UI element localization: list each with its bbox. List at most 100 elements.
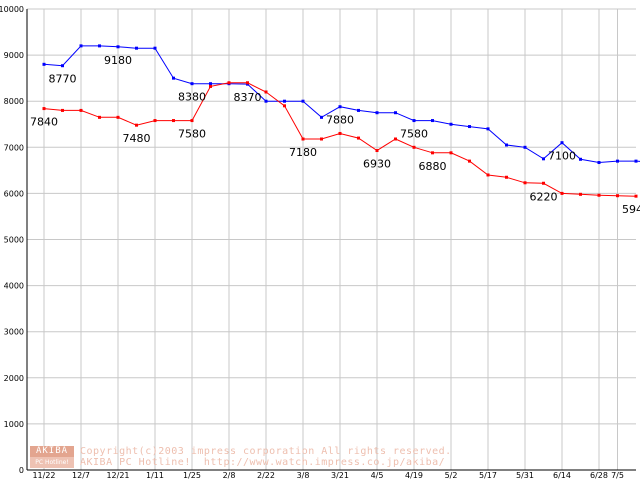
series-0-point <box>412 119 416 123</box>
series-0-point <box>283 99 286 103</box>
y-tick-label: 1000 <box>4 420 24 429</box>
y-tick-label: 0 <box>19 466 24 475</box>
y-tick-label: 9000 <box>4 51 24 60</box>
x-tick-label: 1/25 <box>183 471 201 480</box>
data-label: 6930 <box>363 158 391 171</box>
series-1-point <box>468 159 471 163</box>
series-0-point <box>153 46 157 50</box>
x-tick-label: 6/28 <box>590 471 608 480</box>
series-0-point <box>42 62 46 66</box>
series-0-point <box>320 115 323 119</box>
series-0-point <box>116 45 120 49</box>
copyright-text: Copyright(c)2003 impress corporation All… <box>80 446 452 457</box>
series-0-point <box>597 161 601 165</box>
series-0-point <box>357 108 360 112</box>
series-0-point <box>264 99 268 103</box>
series-0-point <box>190 82 194 86</box>
series-0-point <box>449 122 453 126</box>
series-1-point <box>190 119 194 123</box>
series-1-point <box>597 193 601 197</box>
grid <box>27 8 636 471</box>
x-tick-label: 11/22 <box>32 471 55 480</box>
series-1-point <box>523 181 527 185</box>
series-1-point <box>98 115 101 119</box>
data-label: 7180 <box>289 146 317 159</box>
x-tick-label: 4/19 <box>405 471 423 480</box>
y-tick-label: 6000 <box>4 189 24 198</box>
y-tick-label: 7000 <box>4 143 24 152</box>
series-0-point <box>79 44 83 48</box>
series-0-point <box>209 82 212 86</box>
x-tick-label: 2/8 <box>223 471 236 480</box>
series-1-point <box>634 194 638 198</box>
axes <box>26 9 636 471</box>
logo-top-text: AKIBA <box>30 446 74 457</box>
series-1-point <box>301 137 305 141</box>
series-0-point <box>172 76 175 80</box>
x-tick-label: 5/17 <box>479 471 497 480</box>
data-label: 7480 <box>123 132 151 145</box>
series-1-point <box>542 181 545 185</box>
series-1-point <box>79 108 83 112</box>
series-0-point <box>338 105 342 109</box>
series-1-point <box>320 137 323 141</box>
series-0-point <box>579 157 582 161</box>
series-1-point <box>264 90 268 94</box>
data-label: 8770 <box>49 73 77 86</box>
series-0-point <box>431 119 434 123</box>
series-1-point <box>449 151 453 155</box>
x-tick-label: 3/21 <box>331 471 349 480</box>
series-1-point <box>283 104 286 108</box>
data-label: 6220 <box>530 190 558 203</box>
data-label: 7880 <box>326 114 354 127</box>
series-0-point <box>634 159 638 163</box>
data-labels: 8770918083808370788075807100667078407480… <box>30 54 640 216</box>
series-1-point <box>375 149 379 153</box>
series-1-point <box>394 137 397 141</box>
series-0-point <box>560 141 564 145</box>
series-1-point <box>172 119 175 123</box>
logo-bottom-text: PC Hotline! <box>30 457 74 468</box>
data-label: 8370 <box>234 91 262 104</box>
series-1-point <box>431 151 434 155</box>
series-1-point <box>560 191 564 195</box>
y-tick-label: 4000 <box>4 282 24 291</box>
series-1-point <box>505 175 508 179</box>
series-0-point <box>468 125 471 129</box>
series-0-point <box>523 145 527 149</box>
x-tick-label: 5/2 <box>445 471 458 480</box>
series-1-point <box>616 194 619 198</box>
y-tick-label: 5000 <box>4 236 24 245</box>
series-0-point <box>505 143 508 147</box>
series-1-point <box>61 108 64 112</box>
x-tick-labels: 11/22 12/7 12/21 1/11 1/25 2/8 2/22 3/8 3/21 4/5 4… <box>32 471 623 480</box>
series-1-point <box>227 81 231 85</box>
series-1-point <box>153 119 157 123</box>
series-0-point <box>394 111 397 115</box>
x-tick-label: 1/11 <box>146 471 164 480</box>
x-tick-label: 4/5 <box>371 471 384 480</box>
series-line-0 <box>43 45 640 164</box>
y-tick-label: 3000 <box>4 328 24 337</box>
data-label: 7100 <box>548 150 576 163</box>
y-tick-label: 2000 <box>4 374 24 383</box>
series-0-point <box>301 99 305 103</box>
data-label: 5940 <box>622 203 640 216</box>
data-label: 9180 <box>104 54 132 67</box>
series-0-point <box>98 44 101 48</box>
akiba-logo: AKIBA PC Hotline! <box>30 446 74 468</box>
series-0-point <box>61 64 64 68</box>
series-1-point <box>357 136 360 140</box>
data-label: 7580 <box>400 128 428 141</box>
x-tick-label: 2/22 <box>257 471 275 480</box>
series-1-point <box>486 173 490 177</box>
data-label: 8380 <box>178 91 206 104</box>
series-1-point <box>412 145 416 149</box>
series-0-point <box>135 46 138 50</box>
series-lines <box>42 44 640 198</box>
series-0-point <box>375 111 379 115</box>
x-tick-label: 7/5 <box>611 471 624 480</box>
x-tick-label: 3/8 <box>297 471 310 480</box>
copyright-watermark: AKIBA PC Hotline! Copyright(c)2003 impre… <box>30 446 550 470</box>
